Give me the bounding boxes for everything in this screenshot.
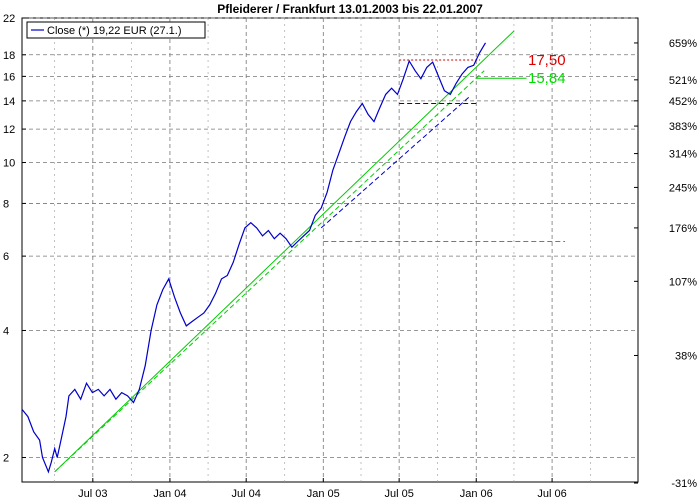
x-tick-label: Jan 06 (460, 488, 493, 500)
y-tick-label-right: 521% (669, 75, 697, 87)
y-tick-label-right: 245% (669, 182, 697, 194)
y-tick-label-right: 107% (669, 276, 697, 288)
trendline (320, 96, 470, 229)
legend-box (26, 21, 206, 39)
axes: 2 4 6 8 10 12 14 16 18 22 Jul 03 Jan 04 Jul 04 Jan 05… (3, 13, 697, 500)
y-tick-label-left: 12 (3, 124, 15, 136)
y-tick-label-left: 18 (3, 50, 15, 62)
y-tick-label-right: 452% (669, 96, 697, 108)
trendlines (54, 30, 566, 473)
y-tick-label-right: 383% (669, 121, 697, 133)
plot-frame (21, 17, 639, 483)
x-tick-label: Jul 06 (537, 488, 566, 500)
legend: Close (*) 19,22 EUR (27.1.) (26, 21, 206, 39)
annotation-level: 15,84 (528, 70, 566, 87)
series-layer (21, 42, 487, 474)
y-tick-label-left: 8 (3, 198, 9, 210)
y-tick-label-right: 176% (669, 223, 697, 235)
annotation-level: 17,50 (528, 52, 566, 69)
x-tick-label: Jul 04 (232, 488, 261, 500)
y-tick-label-left: 4 (3, 325, 9, 337)
y-tick-label-left: 6 (3, 251, 9, 263)
y-tick-label-right: -31% (671, 478, 697, 490)
trendline (54, 30, 515, 473)
series-line-close (21, 42, 487, 474)
legend-label: Close (*) 19,22 EUR (27.1.) (47, 25, 182, 37)
x-tick-label: Jul 05 (384, 488, 413, 500)
x-tick-label: Jan 05 (307, 488, 340, 500)
grid (22, 17, 638, 482)
y-tick-label-left: 16 (3, 71, 15, 83)
y-tick-label-left: 14 (3, 96, 15, 108)
y-tick-label-right: 38% (675, 350, 697, 362)
y-tick-label-left: 10 (3, 158, 15, 170)
trendline (54, 70, 485, 473)
y-tick-label-right: 314% (669, 149, 697, 161)
y-tick-label-right: 659% (669, 38, 697, 50)
y-tick-label-left: 22 (3, 13, 15, 25)
x-tick-label: Jan 04 (153, 488, 186, 500)
x-tick-label: Jul 03 (78, 488, 107, 500)
chart-title: Pfleiderer / Frankfurt 13.01.2003 bis 22… (217, 2, 483, 16)
y-tick-label-left: 2 (3, 453, 9, 465)
